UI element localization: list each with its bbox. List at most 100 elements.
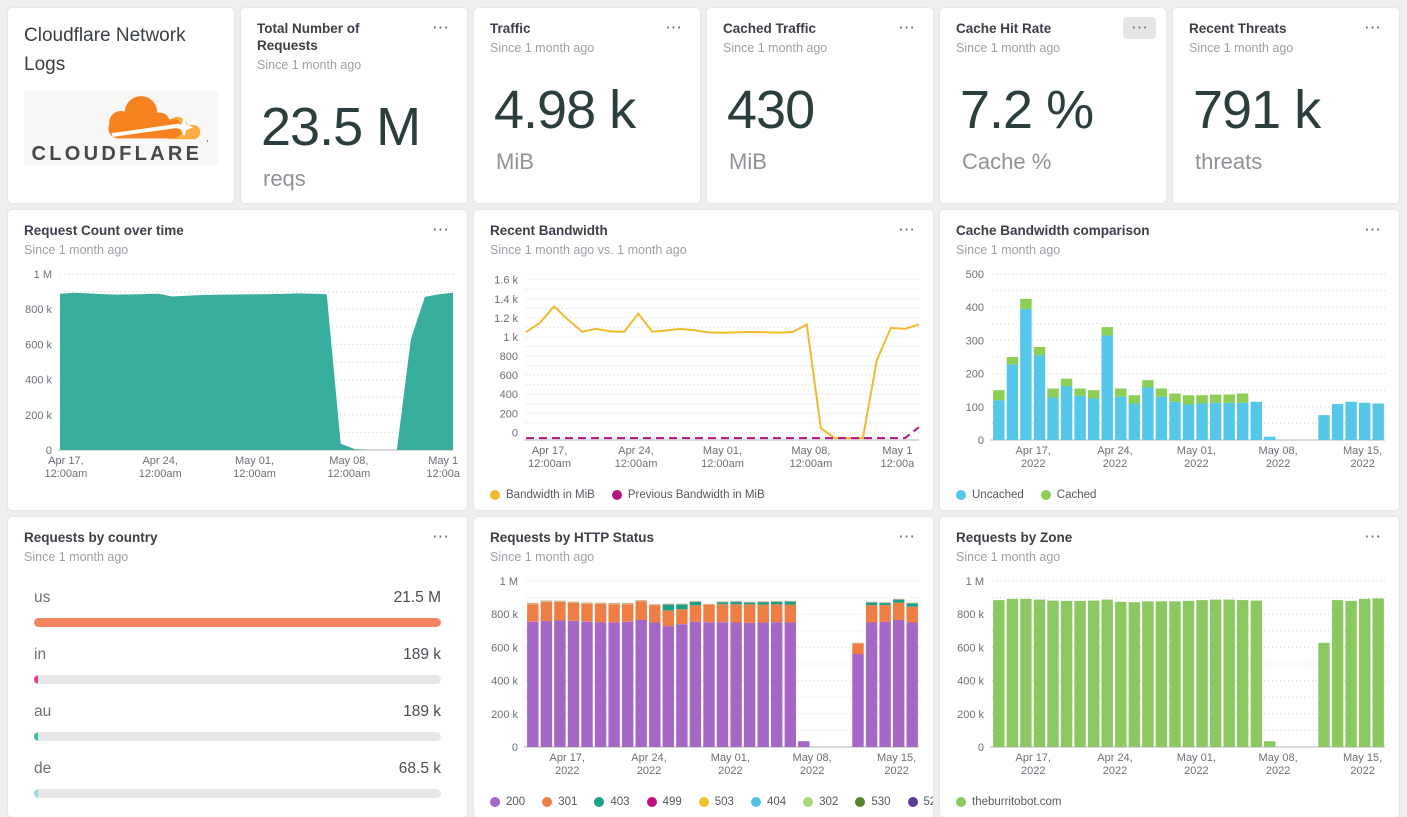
legend-item[interactable]: 302 xyxy=(803,796,838,808)
legend-label: 403 xyxy=(610,796,630,808)
legend-item[interactable]: 403 xyxy=(594,796,630,808)
panel-menu-icon[interactable]: ⋯ xyxy=(1364,527,1381,546)
svg-text:500: 500 xyxy=(966,269,984,281)
svg-text:200 k: 200 k xyxy=(957,709,984,721)
country-bar-list: us 21.5 M in 189 k au 189 k de 68.5 k xyxy=(8,564,467,798)
svg-text:800: 800 xyxy=(500,351,518,363)
country-bar-fill xyxy=(34,788,38,798)
svg-text:200: 200 xyxy=(500,408,518,420)
svg-text:0: 0 xyxy=(512,427,518,439)
panel-menu-icon[interactable]: ⋯ xyxy=(898,220,915,239)
country-value: 68.5 k xyxy=(398,759,441,777)
country-bar-fill xyxy=(34,674,38,684)
panel-menu-icon[interactable]: ⋯ xyxy=(1364,18,1381,37)
svg-text:May 08,12:00am: May 08, 12:00am xyxy=(327,455,370,480)
panel-subtitle: Since 1 month ago xyxy=(723,40,828,55)
http-status-chart[interactable]: 1 M 800 k 600 k 400 k 200 k 0 Apr 17, 2022 Apr 2… xyxy=(484,573,925,781)
chart-legend: theburritobot.com xyxy=(956,796,1062,808)
panel-cache-bandwidth: Cache Bandwidth comparison Since 1 month… xyxy=(940,210,1399,510)
svg-text:Apr 17,2022: Apr 17, 2022 xyxy=(550,752,585,777)
svg-text:400 k: 400 k xyxy=(491,676,518,688)
legend-dot-icon xyxy=(956,797,966,807)
svg-text:May 01,2022: May 01, 2022 xyxy=(711,752,750,777)
svg-text:May 08,12:00am: May 08, 12:00am xyxy=(790,445,833,470)
panel-subtitle: Since 1 month ago xyxy=(490,40,595,55)
svg-text:May 112:00a: May 1 12:00a xyxy=(426,455,461,480)
panel-recent-bandwidth: Recent Bandwidth Since 1 month ago vs. 1… xyxy=(474,210,933,510)
legend-item[interactable]: Previous Bandwidth in MiB xyxy=(611,489,765,501)
cache-bandwidth-chart[interactable]: 500 400 300 200 100 0 Apr 17, 2022 Apr 24, 2022 Ma… xyxy=(950,266,1391,474)
panel-title: Requests by country xyxy=(24,530,158,545)
panel-menu-icon[interactable]: ⋯ xyxy=(665,18,682,37)
cloudflare-wordmark: CLOUDFLARE xyxy=(31,143,202,165)
svg-text:200 k: 200 k xyxy=(25,410,52,422)
legend-item[interactable]: Bandwidth in MiB xyxy=(490,489,595,501)
legend-item[interactable]: Uncached xyxy=(956,489,1024,501)
panel-subtitle: Since 1 month ago xyxy=(490,549,595,564)
legend-item[interactable]: 404 xyxy=(750,796,787,808)
panel-subtitle: Since 1 month ago xyxy=(956,549,1061,564)
stat-value: 791 k xyxy=(1193,79,1321,140)
svg-text:May 08,2022: May 08, 2022 xyxy=(1259,445,1298,470)
stat-value: 23.5 M xyxy=(261,96,421,157)
country-bar-track xyxy=(34,617,441,627)
legend-label: 302 xyxy=(819,796,839,808)
country-bar-fill xyxy=(34,731,38,741)
svg-text:Apr 17,2022: Apr 17, 2022 xyxy=(1016,445,1051,470)
legend-dot-icon xyxy=(646,797,657,807)
legend-dot-icon xyxy=(803,797,814,807)
svg-text:1.2 k: 1.2 k xyxy=(494,313,518,325)
svg-text:200: 200 xyxy=(966,369,984,381)
panel-menu-icon[interactable]: ⋯ xyxy=(432,527,449,546)
stat-value: 7.2 % xyxy=(960,79,1094,140)
svg-text:Apr 24,2022: Apr 24, 2022 xyxy=(1097,752,1132,777)
panel-menu-icon[interactable]: ⋯ xyxy=(898,18,915,37)
panel-logo: Cloudflare Network Logs CLOUDFLARE ' xyxy=(8,8,234,203)
panel-title: Total Number of Requests xyxy=(257,21,360,53)
legend-item[interactable]: 499 xyxy=(646,796,682,808)
country-row: us 21.5 M xyxy=(34,589,441,627)
panel-menu-icon[interactable]: ⋯ xyxy=(898,527,915,546)
svg-text:May 08,2022: May 08, 2022 xyxy=(793,752,832,777)
svg-text:May 15,2022: May 15, 2022 xyxy=(877,752,916,777)
svg-text:400: 400 xyxy=(966,302,984,314)
legend-item[interactable]: 301 xyxy=(542,796,577,808)
legend-item[interactable]: Cached xyxy=(1040,489,1096,501)
panel-menu-icon[interactable]: ⋯ xyxy=(1364,220,1381,239)
panel-title: Cache Hit Rate xyxy=(956,21,1052,36)
request-count-chart[interactable]: 1 M 800 k 600 k 400 k 200 k 0 Apr 17, 12:00am Ap… xyxy=(18,266,461,484)
panel-title: Cached Traffic xyxy=(723,21,817,36)
legend-item[interactable]: 526 xyxy=(907,796,933,808)
legend-item[interactable]: 503 xyxy=(698,796,734,808)
legend-dot-icon xyxy=(594,797,605,807)
svg-text:Apr 17,12:00am: Apr 17, 12:00am xyxy=(528,445,571,470)
panel-title: Request Count over time xyxy=(24,223,184,238)
legend-dot-icon xyxy=(611,490,622,500)
legend-item[interactable]: 200 xyxy=(490,796,525,808)
legend-dot-icon xyxy=(542,797,553,807)
panel-menu-icon[interactable]: ⋯ xyxy=(432,18,449,37)
panel-subtitle: Since 1 month ago xyxy=(1189,40,1294,55)
svg-text:May 08,2022: May 08, 2022 xyxy=(1259,752,1298,777)
country-row: de 68.5 k xyxy=(34,760,441,798)
panel-menu-icon[interactable]: ⋯ xyxy=(432,220,449,239)
recent-bandwidth-chart[interactable]: 1.6 k 1.4 k 1.2 k 1 k 800 600 400 200 0 Apr 17, 12… xyxy=(484,266,925,474)
country-row: au 189 k xyxy=(34,703,441,741)
panel-menu-icon[interactable]: ⋯ xyxy=(1123,17,1156,39)
legend-label: 404 xyxy=(766,796,787,808)
panel-title: Traffic xyxy=(490,21,531,36)
panel-stat-cached-traffic: Cached Traffic Since 1 month ago ⋯ 430 M… xyxy=(707,8,933,203)
country-value: 189 k xyxy=(403,702,441,720)
zone-chart[interactable]: 1 M 800 k 600 k 400 k 200 k 0 Apr 17, 2022 Apr 2… xyxy=(950,573,1391,781)
svg-text:0: 0 xyxy=(512,742,518,754)
svg-text:': ' xyxy=(207,139,209,148)
svg-text:400 k: 400 k xyxy=(25,375,52,387)
stat-unit: MiB xyxy=(496,148,534,174)
legend-label: Previous Bandwidth in MiB xyxy=(627,489,765,501)
chart-legend: Uncached Cached xyxy=(956,489,1096,501)
panel-stat-traffic: Traffic Since 1 month ago ⋯ 4.98 k MiB xyxy=(474,8,700,203)
panel-title: Cache Bandwidth comparison xyxy=(956,223,1150,238)
legend-item[interactable]: 530 xyxy=(855,796,891,808)
legend-item[interactable]: theburritobot.com xyxy=(956,796,1062,808)
svg-text:400 k: 400 k xyxy=(957,676,984,688)
